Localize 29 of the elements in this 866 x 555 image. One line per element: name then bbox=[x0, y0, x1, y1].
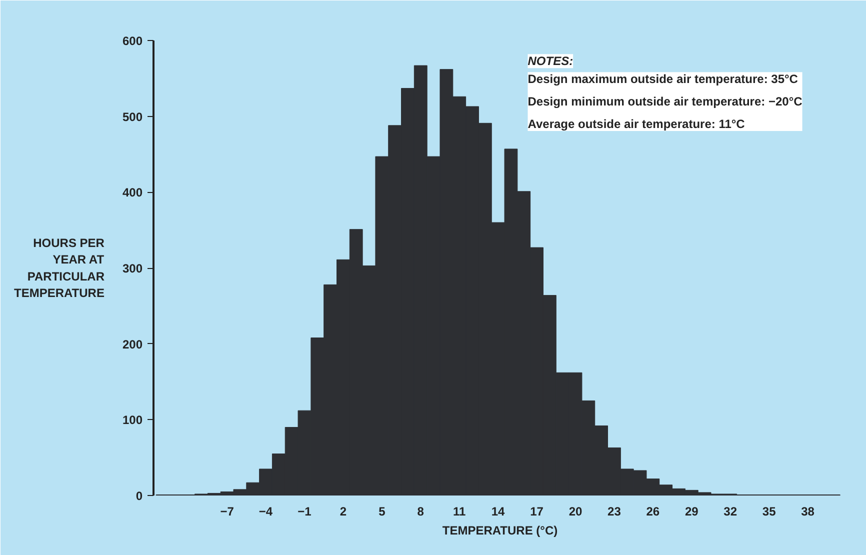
x-tick-label: 14 bbox=[491, 504, 506, 518]
y-tick-label: 200 bbox=[122, 337, 143, 352]
y-tick-label: 100 bbox=[122, 413, 143, 428]
y-tick-label: 500 bbox=[122, 110, 143, 124]
annotation: Design maximum outside air temperature: 35°C bbox=[528, 72, 798, 86]
x-tick-label: 20 bbox=[568, 504, 582, 518]
x-tick-label: −1 bbox=[298, 504, 312, 518]
x-tick-label: 35 bbox=[762, 504, 776, 518]
y-tick-label: 0 bbox=[136, 489, 143, 503]
x-tick-label: 29 bbox=[684, 504, 699, 518]
x-tick-label: −4 bbox=[258, 504, 273, 518]
x-tick-label: 11 bbox=[453, 504, 466, 518]
y-tick-label: 600 bbox=[122, 34, 143, 48]
x-tick-label: 2 bbox=[340, 504, 347, 518]
x-axis-title: TEMPERATURE (°C) bbox=[442, 524, 558, 538]
x-tick-label: 32 bbox=[724, 504, 738, 518]
annotation: Average outside air temperature: 11°C bbox=[528, 116, 746, 131]
y-tick-label: 300 bbox=[122, 262, 143, 276]
x-tick-label: 38 bbox=[801, 504, 815, 518]
x-tick-label: −7 bbox=[220, 504, 234, 518]
x-tick-label: 23 bbox=[608, 504, 622, 518]
x-tick-label: 5 bbox=[378, 504, 386, 518]
y-tick-label: 400 bbox=[122, 186, 143, 200]
x-tick-label: 17 bbox=[530, 504, 544, 518]
annotation: NOTES: bbox=[528, 54, 574, 68]
x-tick-label: 8 bbox=[417, 504, 424, 518]
y-axis-title: HOURS PER YEAR AT PARTICULAR TEMPERATURE bbox=[14, 236, 105, 300]
annotation: Design minimum outside air temperature: −20°C bbox=[528, 94, 803, 109]
x-tick-label: 26 bbox=[646, 504, 660, 518]
